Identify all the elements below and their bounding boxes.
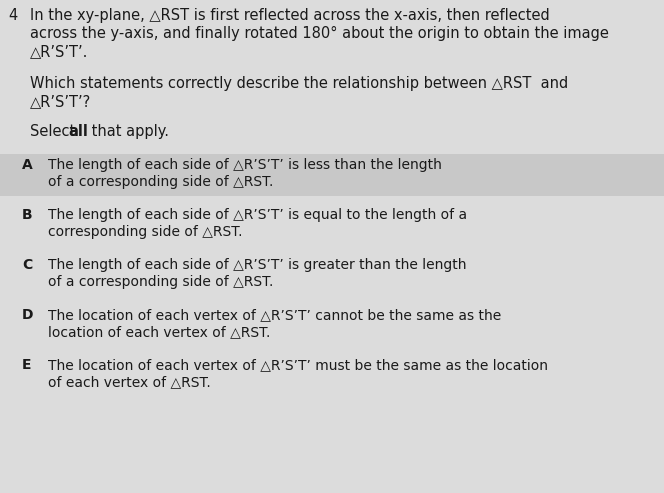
Text: In the xy-plane, △RST is first reflected across the x-axis, then reflected: In the xy-plane, △RST is first reflected… xyxy=(30,8,550,23)
Text: △R’S’T’?: △R’S’T’? xyxy=(30,94,91,109)
Text: 4: 4 xyxy=(8,8,17,23)
FancyBboxPatch shape xyxy=(0,354,664,396)
Text: The length of each side of △R’S’T’ is less than the length: The length of each side of △R’S’T’ is le… xyxy=(48,158,442,172)
Text: The length of each side of △R’S’T’ is equal to the length of a: The length of each side of △R’S’T’ is eq… xyxy=(48,208,467,222)
Text: of a corresponding side of △RST.: of a corresponding side of △RST. xyxy=(48,275,274,289)
FancyBboxPatch shape xyxy=(0,154,664,196)
Text: that apply.: that apply. xyxy=(87,124,169,139)
Text: The length of each side of △R’S’T’ is greater than the length: The length of each side of △R’S’T’ is gr… xyxy=(48,258,467,272)
Text: The location of each vertex of △R’S’T’ cannot be the same as the: The location of each vertex of △R’S’T’ c… xyxy=(48,308,501,322)
Text: C: C xyxy=(22,258,33,272)
Text: location of each vertex of △RST.: location of each vertex of △RST. xyxy=(48,325,270,339)
Text: The location of each vertex of △R’S’T’ must be the same as the location: The location of each vertex of △R’S’T’ m… xyxy=(48,358,548,372)
Text: of each vertex of △RST.: of each vertex of △RST. xyxy=(48,375,210,389)
FancyBboxPatch shape xyxy=(0,204,664,246)
FancyBboxPatch shape xyxy=(0,254,664,296)
Text: B: B xyxy=(22,208,33,222)
Text: D: D xyxy=(22,308,33,322)
Text: △R’S’T’.: △R’S’T’. xyxy=(30,44,88,59)
Text: all: all xyxy=(68,124,88,139)
Text: E: E xyxy=(22,358,31,372)
Text: Select: Select xyxy=(30,124,80,139)
FancyBboxPatch shape xyxy=(0,304,664,346)
Text: Which statements correctly describe the relationship between △RST  and: Which statements correctly describe the … xyxy=(30,76,568,91)
Text: A: A xyxy=(22,158,33,172)
Text: of a corresponding side of △RST.: of a corresponding side of △RST. xyxy=(48,175,274,189)
Text: corresponding side of △RST.: corresponding side of △RST. xyxy=(48,225,242,239)
Text: across the y-axis, and finally rotated 180° about the origin to obtain the image: across the y-axis, and finally rotated 1… xyxy=(30,26,609,41)
